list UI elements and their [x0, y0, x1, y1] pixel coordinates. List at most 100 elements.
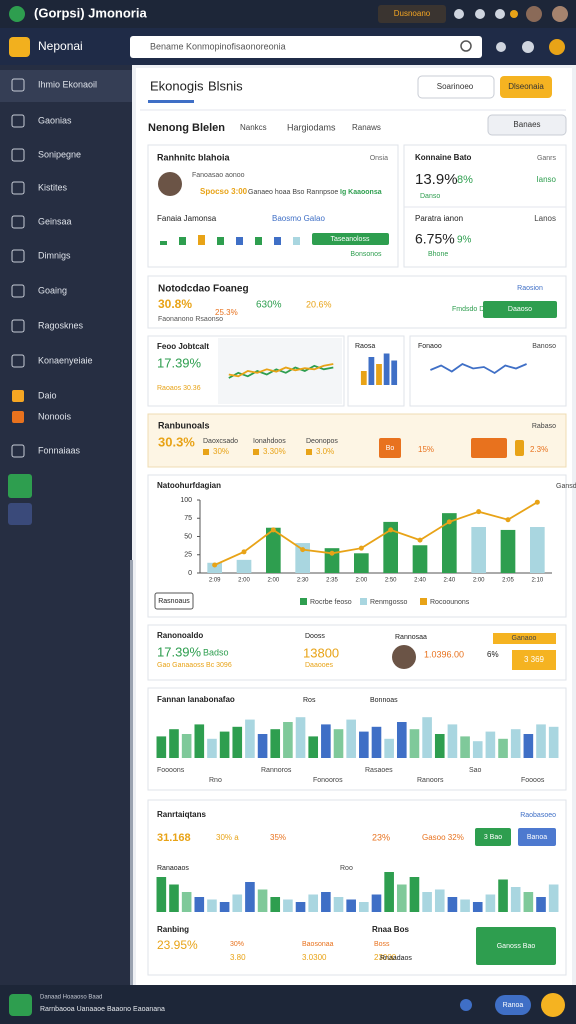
top-button[interactable]: [378, 5, 446, 23]
chip[interactable]: [471, 438, 507, 458]
footer-icon[interactable]: [460, 999, 472, 1011]
chart-button[interactable]: [154, 592, 194, 610]
label: 30.8%: [158, 297, 192, 311]
label: 3 Bao: [484, 834, 502, 841]
footer: [0, 985, 576, 1024]
sidebar-item[interactable]: Daio: [38, 390, 57, 400]
icon[interactable]: [475, 9, 485, 19]
bar: [245, 719, 255, 758]
bar: [321, 724, 331, 758]
x-tick-label: 2:00: [267, 578, 279, 584]
chart-title: Natoohurfdagian: [157, 481, 221, 490]
bar: [422, 892, 432, 912]
legend-label: Rocoounons: [430, 599, 470, 606]
label: Rnaadaos: [380, 955, 412, 962]
trend-button[interactable]: [483, 301, 557, 318]
sidebar-item[interactable]: Gaonias: [38, 115, 72, 125]
chip[interactable]: [515, 440, 524, 456]
green-panel[interactable]: [476, 927, 556, 965]
bar: [219, 731, 230, 758]
label: Rannosaa: [395, 634, 427, 641]
sidebar-item[interactable]: Konaenyeiaie: [38, 355, 93, 365]
sidebar-icon: [11, 354, 25, 368]
label: Lanos: [534, 214, 556, 223]
bar: [498, 879, 508, 912]
label: Notodcdao Foaneg: [158, 284, 249, 295]
footer-button[interactable]: [495, 995, 531, 1015]
card-button[interactable]: [312, 233, 389, 245]
search-box[interactable]: [130, 36, 482, 58]
sidebar-item[interactable]: Ragosknes: [38, 320, 84, 330]
summary-button[interactable]: [512, 650, 556, 670]
bar: [283, 722, 293, 758]
line-point: [212, 562, 218, 568]
bar: [236, 559, 252, 573]
chip-button[interactable]: [518, 828, 556, 846]
label: Onsia: [370, 155, 388, 162]
chip[interactable]: [379, 438, 401, 458]
chat-icon[interactable]: [522, 41, 534, 53]
label: 3.0%: [316, 447, 334, 456]
action-button[interactable]: [500, 76, 552, 98]
label: 2.3%: [530, 445, 548, 454]
decor-bar: [179, 237, 186, 245]
sidebar-item[interactable]: Nonoois: [38, 411, 72, 421]
label: 8%: [457, 174, 473, 186]
bar: [383, 353, 390, 385]
bar: [422, 717, 432, 758]
summary-button[interactable]: [493, 633, 556, 644]
bar: [510, 887, 521, 912]
x-tick-label: 2:00: [355, 578, 367, 584]
decor-bar: [236, 237, 243, 245]
label: Bhone: [428, 251, 448, 258]
legend-swatch: [300, 598, 307, 605]
icon[interactable]: [495, 9, 505, 19]
sidebar-item[interactable]: Kistites: [38, 182, 68, 192]
icon[interactable]: [454, 9, 464, 19]
subnav-button[interactable]: [487, 114, 567, 136]
sidebar-item[interactable]: Goaing: [38, 285, 67, 295]
bar: [383, 521, 398, 573]
subnav-item: Hargiodams: [287, 122, 336, 132]
filter-button[interactable]: [417, 75, 495, 99]
sidebar-item[interactable]: Sonipegne: [38, 149, 81, 159]
bar: [232, 726, 243, 758]
user-icon[interactable]: [549, 39, 565, 55]
x-tick-label: 2:05: [502, 578, 514, 584]
label: 3 369: [524, 655, 545, 664]
line-series: [430, 362, 527, 375]
label: Raosion: [517, 285, 543, 292]
avatar[interactable]: [526, 6, 542, 22]
chip-dot: [203, 449, 209, 455]
label: 17.39%: [157, 644, 202, 659]
sidebar-item[interactable]: Dimnigs: [38, 250, 71, 260]
label: 31.168: [157, 832, 191, 844]
label: 9%: [457, 235, 472, 246]
sidebar-item[interactable]: Geinsaa: [38, 216, 72, 226]
label: Feoo Jobtcalt: [157, 342, 209, 351]
avatar[interactable]: [552, 6, 568, 22]
footer-action[interactable]: [541, 993, 565, 1017]
label: Banoso: [532, 343, 556, 350]
bar: [207, 738, 217, 758]
label: Bo: [386, 445, 395, 452]
label: 30.3%: [158, 434, 195, 449]
sidebar-icon: [11, 444, 25, 458]
label: 6.75%: [415, 231, 455, 247]
sidebar-item[interactable]: Ihmio Ekonaoil: [38, 79, 97, 89]
search-icon[interactable]: [460, 40, 472, 52]
sidebar-item[interactable]: Fonnaiaas: [38, 445, 81, 455]
scrollbar[interactable]: [130, 560, 133, 985]
bar: [333, 729, 344, 758]
label: Rarnbaooa Uanaaoe Baaono Eaoanana: [40, 1006, 165, 1013]
chip-button[interactable]: [475, 828, 511, 846]
label: 23%: [372, 832, 390, 842]
y-tick-label: 75: [184, 515, 192, 522]
app-icon[interactable]: [9, 6, 25, 22]
label: Ranrtaiqtans: [157, 810, 206, 819]
bell-icon[interactable]: [496, 42, 506, 52]
x-tick-label: 2:09: [209, 578, 221, 584]
badge: [510, 10, 518, 18]
